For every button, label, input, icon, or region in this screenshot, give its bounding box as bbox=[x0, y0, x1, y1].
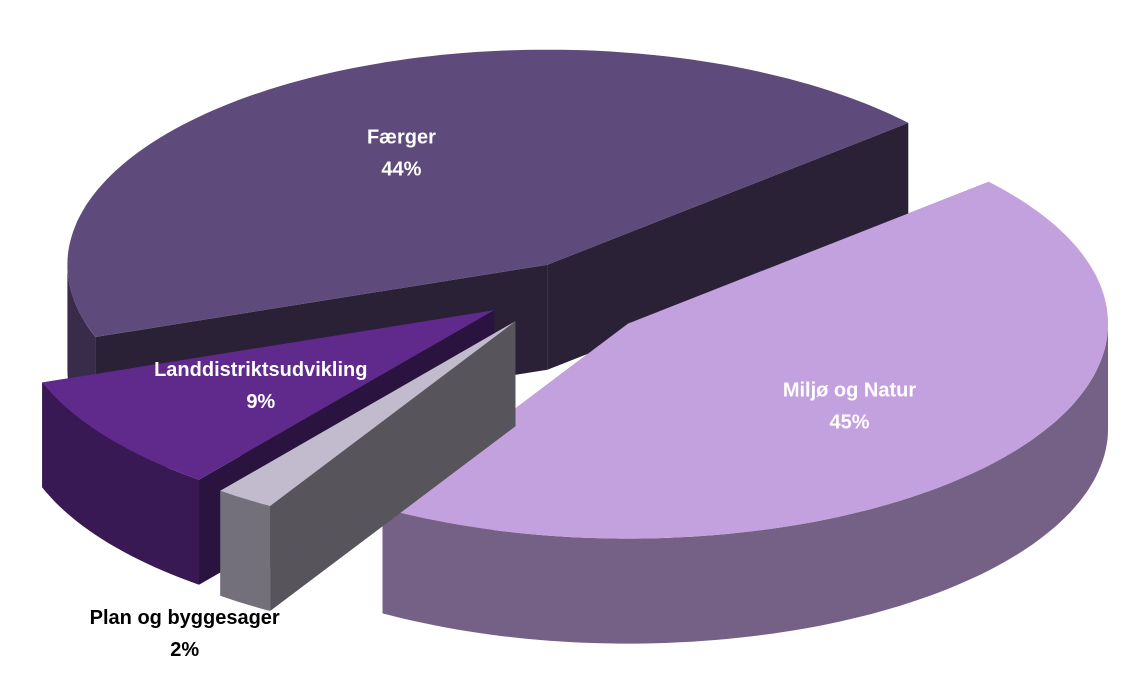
slice-value-label: 9% bbox=[246, 391, 275, 413]
slice-cut-face bbox=[220, 321, 516, 596]
slice-side bbox=[382, 323, 1109, 644]
slice-cut-face bbox=[547, 122, 909, 370]
slice-top bbox=[220, 321, 516, 506]
slice-top bbox=[67, 49, 909, 337]
slice bbox=[220, 321, 516, 611]
slice-top bbox=[42, 310, 495, 480]
slice-value-label: 45% bbox=[829, 411, 869, 433]
slice-side bbox=[220, 490, 271, 611]
slice-side bbox=[42, 382, 200, 585]
slice bbox=[382, 181, 1109, 644]
slice-value-label: 44% bbox=[381, 159, 421, 181]
slice-value-label: 2% bbox=[170, 639, 199, 661]
slice-label: Plan og byggesager bbox=[90, 607, 280, 629]
slice-label: Landdistriktsudvikling bbox=[154, 359, 367, 381]
slice-top bbox=[382, 181, 1109, 539]
slice-label: Miljø og Natur bbox=[783, 379, 917, 401]
slice-label: Færger bbox=[367, 127, 436, 149]
